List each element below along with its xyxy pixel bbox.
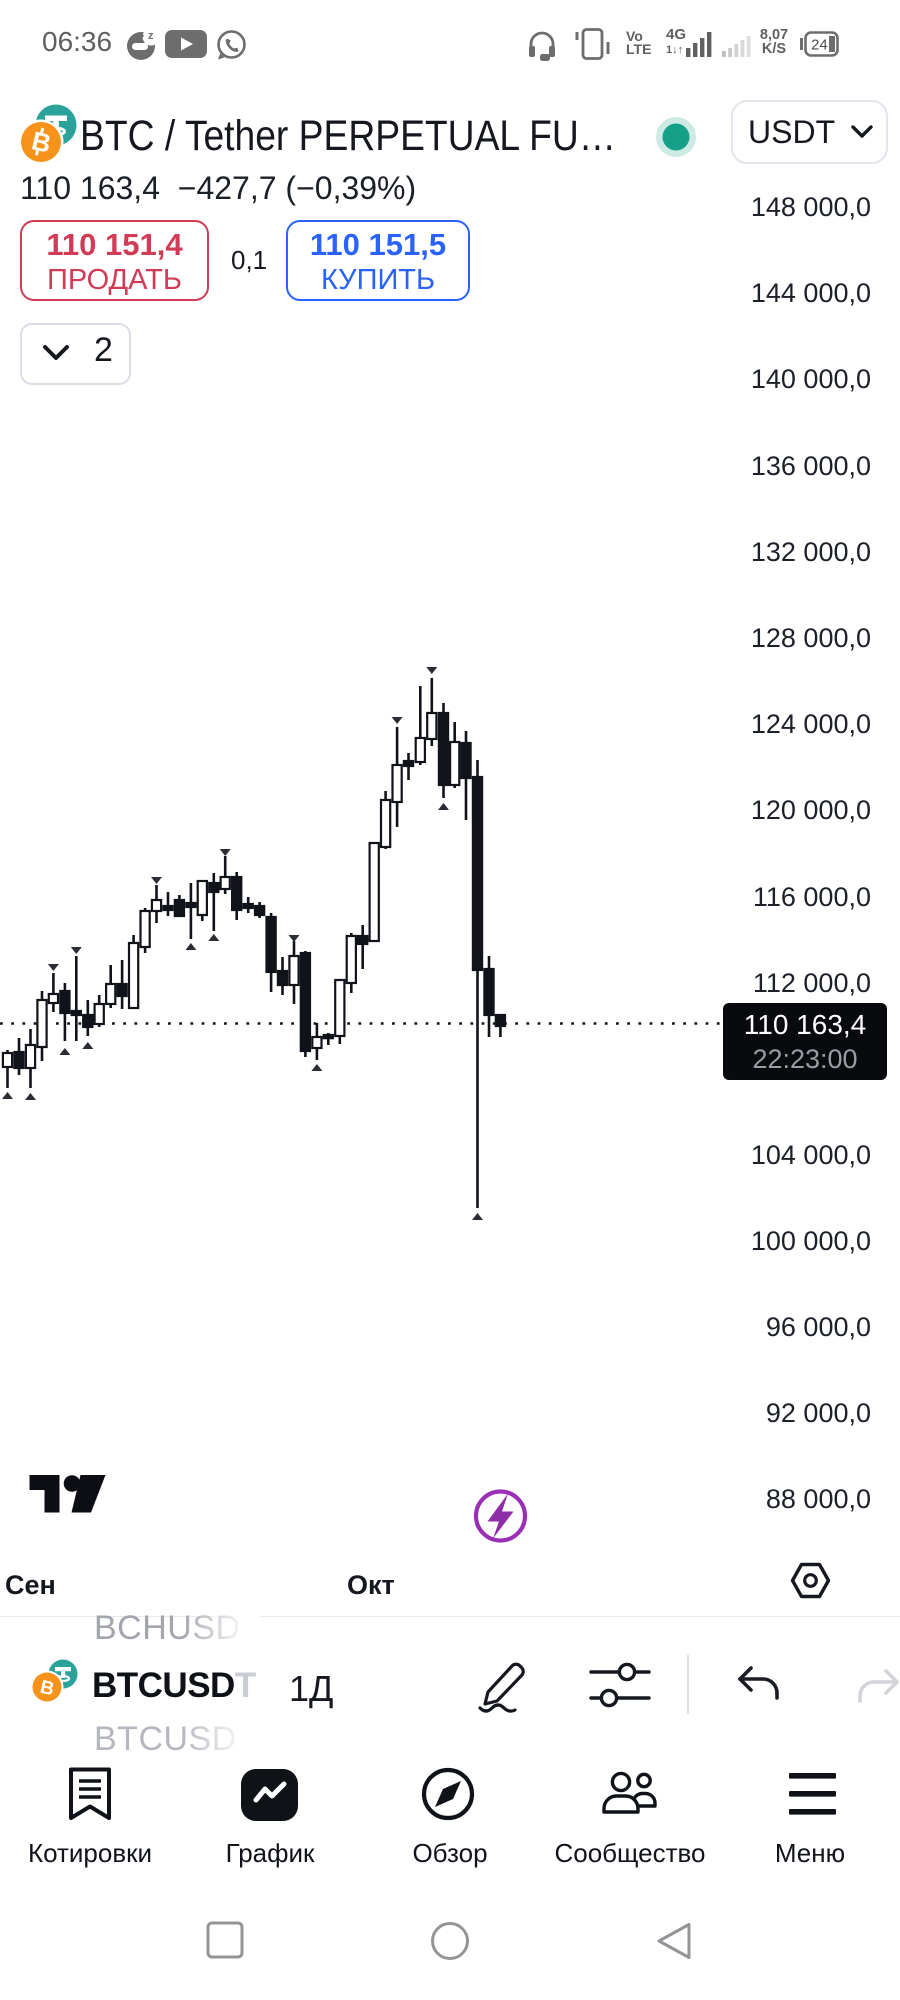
svg-text:110 163,4: 110 163,4 — [744, 1009, 867, 1040]
svg-text:z: z — [148, 30, 154, 42]
svg-text:B: B — [38, 1677, 56, 1701]
svg-text:22:23:00: 22:23:00 — [752, 1044, 857, 1074]
svg-text:Окт: Окт — [347, 1570, 395, 1600]
svg-text:112 000,0: 112 000,0 — [753, 968, 871, 998]
svg-text:144 000,0: 144 000,0 — [751, 278, 871, 308]
svg-text:128 000,0: 128 000,0 — [751, 623, 871, 653]
svg-text:124 000,0: 124 000,0 — [751, 709, 871, 739]
svg-text:104 000,0: 104 000,0 — [751, 1140, 871, 1170]
svg-text:140 000,0: 140 000,0 — [751, 364, 871, 394]
svg-text:132 000,0: 132 000,0 — [751, 537, 871, 567]
svg-text:136 000,0: 136 000,0 — [751, 451, 871, 481]
svg-text:148 000,0: 148 000,0 — [751, 192, 871, 222]
svg-text:116 000,0: 116 000,0 — [753, 882, 871, 912]
svg-text:24: 24 — [811, 37, 828, 54]
svg-text:92 000,0: 92 000,0 — [766, 1398, 871, 1428]
svg-text:Сен: Сен — [5, 1570, 56, 1600]
svg-text:100 000,0: 100 000,0 — [751, 1226, 871, 1256]
svg-text:96 000,0: 96 000,0 — [766, 1312, 871, 1342]
svg-text:z: z — [138, 30, 145, 45]
svg-text:120 000,0: 120 000,0 — [751, 795, 871, 825]
svg-text:88 000,0: 88 000,0 — [766, 1484, 871, 1514]
